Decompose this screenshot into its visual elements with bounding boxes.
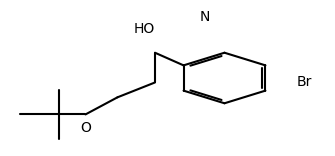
Text: HO: HO — [133, 22, 154, 36]
Text: Br: Br — [297, 76, 312, 89]
Text: N: N — [200, 10, 210, 24]
Text: O: O — [80, 121, 91, 135]
